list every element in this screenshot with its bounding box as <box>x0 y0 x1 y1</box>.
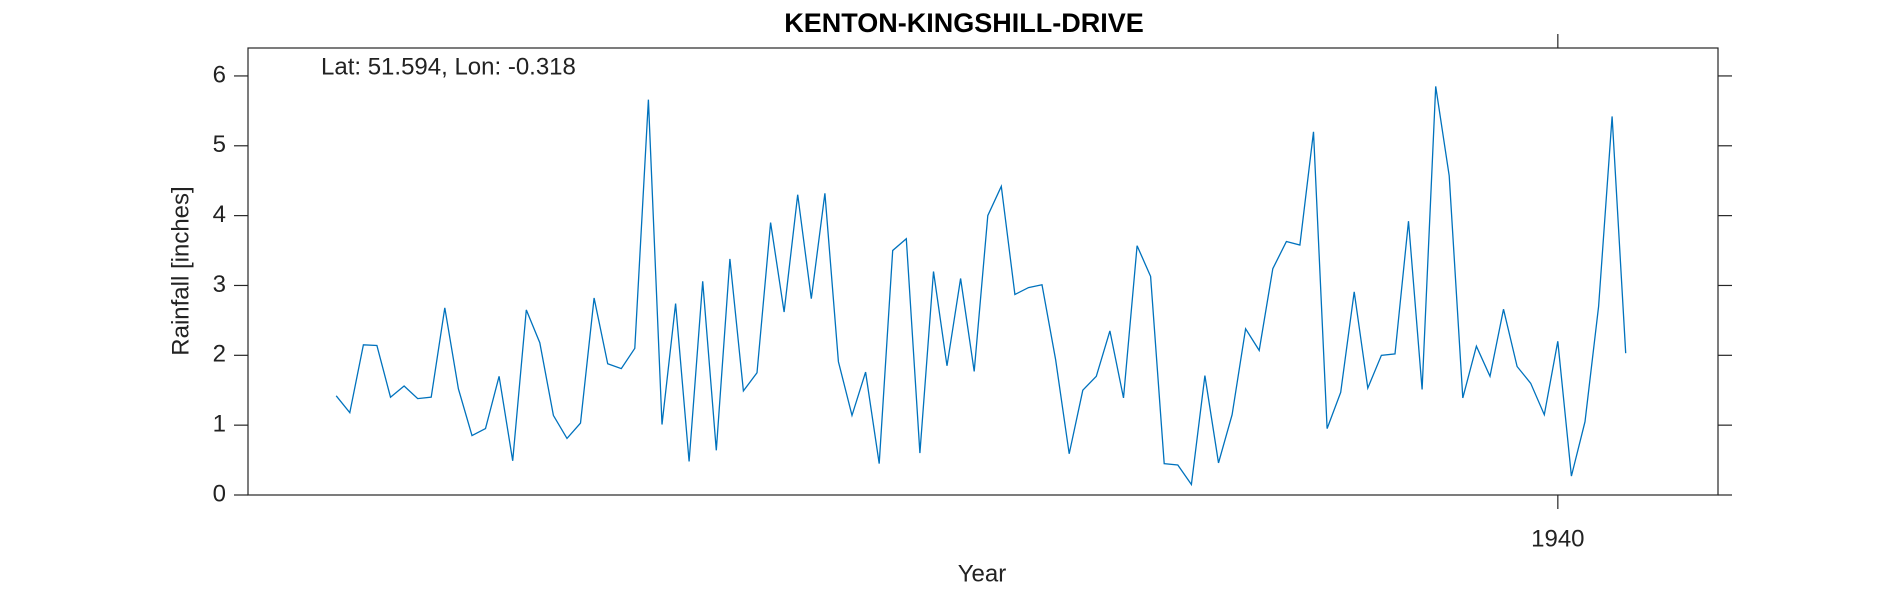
y-tick-label: 4 <box>213 201 226 228</box>
annotation: Lat: 51.594, Lon: -0.318 <box>321 53 576 80</box>
chart-title: KENTON-KINGSHILL-DRIVE <box>784 8 1144 38</box>
y-axis-label: Rainfall [inches] <box>167 186 194 355</box>
x-tick-label: 1940 <box>1531 525 1584 552</box>
data-line <box>335 86 1627 487</box>
y-tick-label: 2 <box>213 341 226 368</box>
y-tick-label: 0 <box>213 480 226 507</box>
y-tick-label: 3 <box>213 271 226 298</box>
y-tick-label: 1 <box>213 411 226 438</box>
x-axis-label: Year <box>958 560 1007 587</box>
plot-area <box>247 47 1719 496</box>
y-tick-label: 6 <box>213 61 226 88</box>
y-tick-label: 5 <box>213 131 226 158</box>
